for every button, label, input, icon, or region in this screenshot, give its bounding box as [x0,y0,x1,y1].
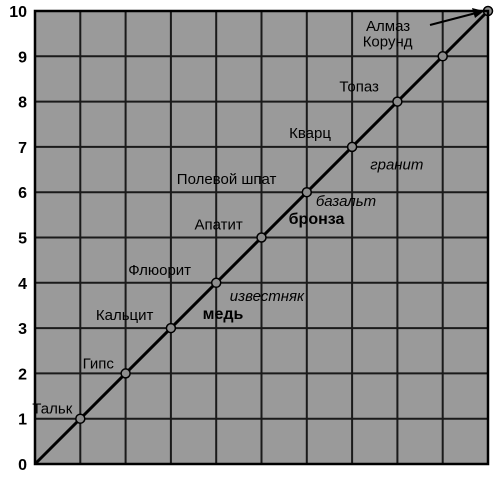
mineral-label: Корунд [363,33,413,50]
mineral-point [392,96,403,107]
mineral-point [301,186,313,198]
annotation-label: базальт [316,193,376,210]
mineral-point [165,322,177,334]
mineral-point [120,368,131,379]
annotation-label: известняк [230,288,305,305]
mineral-point [346,141,358,153]
mineral-label: Топаз [339,79,379,96]
mineral-labels: Тальк Гипс Кальцит Флюорит Апатит Полевой шпа… [32,18,412,418]
y-tick-label: 10 [9,4,27,21]
y-tick-label: 3 [18,321,27,338]
y-tick-label: 2 [18,366,27,383]
mineral-label: Гипс [83,355,115,372]
mineral-point [256,232,267,243]
y-tick-label: 6 [18,185,27,202]
mineral-label: Полевой шпат [177,171,277,188]
plot-frame [33,9,490,466]
mineral-point [75,413,86,424]
y-tick-label: 1 [18,412,27,429]
y-tick-label: 9 [18,49,27,66]
arrow-shaft [429,12,477,26]
annotation-label: гранит [370,157,423,174]
annotation-label: медь [203,306,244,323]
mineral-label: Кварц [289,125,331,142]
mineral-label: Алмаз [366,18,410,35]
y-tick-label: 4 [18,276,27,293]
y-tick-labels: 0 1 2 3 4 5 6 7 8 9 10 [9,4,27,474]
mineral-label: Флюорит [128,262,191,279]
annotation-label: бронза [289,211,345,228]
y-tick-label: 8 [18,95,27,112]
mineral-label: Тальк [32,401,72,418]
y-tick-label: 5 [18,231,27,248]
y-tick-label: 0 [18,457,27,474]
mineral-point [210,277,222,289]
mineral-point [437,51,448,62]
mineral-points [75,5,494,424]
mineral-label: Кальцит [96,307,154,324]
mineral-label: Апатит [195,217,243,234]
y-tick-label: 7 [18,140,27,157]
